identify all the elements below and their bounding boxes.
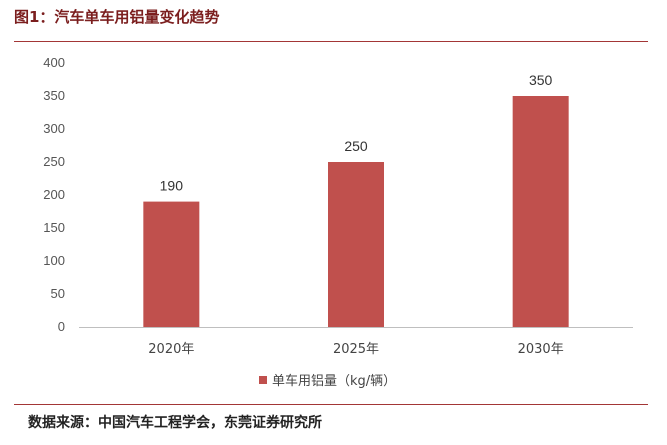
bar [512, 96, 569, 327]
y-tick-label: 300 [43, 121, 65, 136]
legend-swatch [259, 376, 267, 384]
figure-title: 图1：汽车单车用铝量变化趋势 [14, 8, 220, 26]
source-note: 数据来源：中国汽车工程学会，东莞证券研究所 [28, 415, 322, 431]
data-label: 350 [529, 72, 553, 88]
x-axis-categories: 2020年 2025年 2030年 [148, 342, 563, 357]
source-rule [14, 404, 648, 405]
y-tick-label: 250 [43, 154, 65, 169]
y-tick-label: 50 [51, 286, 65, 301]
y-tick-label: 400 [43, 55, 65, 70]
y-tick-label: 350 [43, 88, 65, 103]
x-category-label: 2030年 [518, 342, 564, 357]
data-label: 250 [344, 138, 368, 154]
legend-label: 单车用铝量（kg/辆） [272, 373, 396, 389]
legend: 单车用铝量（kg/辆） [259, 373, 396, 389]
data-labels: 190 250 350 [160, 72, 553, 194]
y-tick-label: 150 [43, 220, 65, 235]
bar [328, 162, 384, 327]
title-rule [14, 41, 648, 42]
bars [143, 96, 569, 327]
bar-chart: 0 50 100 150 200 250 300 350 400 190 250 350 2020年… [43, 55, 633, 389]
x-category-label: 2020年 [148, 342, 194, 357]
y-tick-label: 200 [43, 187, 65, 202]
y-axis-ticks: 0 50 100 150 200 250 300 350 400 [43, 55, 65, 334]
bar [143, 201, 200, 327]
y-tick-label: 0 [58, 319, 65, 334]
y-tick-label: 100 [43, 253, 65, 268]
data-label: 190 [160, 178, 184, 194]
x-category-label: 2025年 [333, 342, 379, 357]
